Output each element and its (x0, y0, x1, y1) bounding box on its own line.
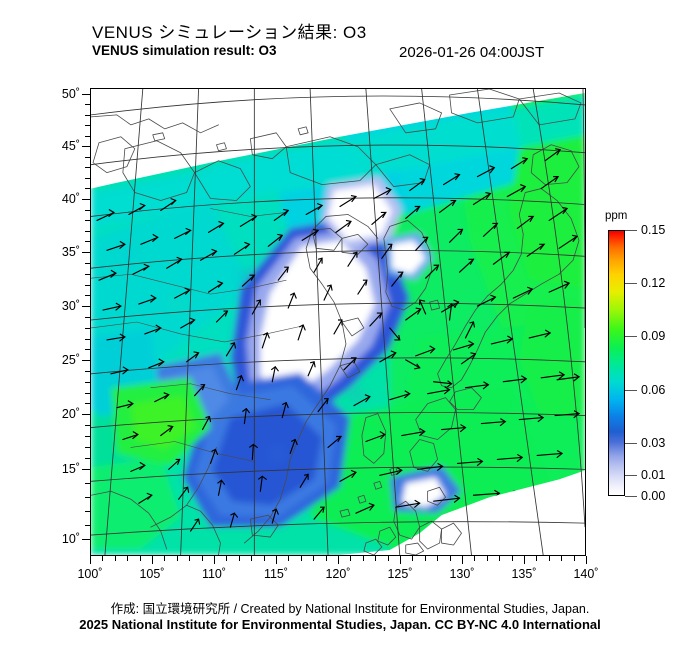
page-title-english: VENUS simulation result: O3 (92, 43, 277, 58)
lon-minor-tick (450, 556, 452, 561)
lon-minor-tick (264, 556, 266, 561)
map-canvas (91, 89, 585, 555)
lon-minor-tick (115, 556, 117, 561)
lon-minor-tick (388, 556, 390, 561)
lon-minor-tick (164, 556, 166, 561)
lon-minor-tick (375, 556, 377, 561)
lon-label-120: 120˚ (325, 567, 351, 581)
lat-tick-30 (82, 306, 90, 308)
colorbar-label-006: 0.06 (641, 383, 666, 397)
lon-label-130: 130˚ (449, 567, 475, 581)
lat-label-15: 15˚ (61, 461, 80, 476)
page-title-japanese: VENUS シミュレーション結果: O3 (92, 23, 367, 42)
credit-line-japanese: 作成: 国立環境研究所 / Created by National Instit… (110, 602, 590, 616)
colorbar-unit-label: ppm (605, 210, 628, 222)
lon-minor-tick (313, 556, 315, 561)
lat-label-30: 30˚ (61, 298, 80, 313)
lon-tick-100 (90, 556, 92, 564)
lon-tick-115 (276, 556, 278, 564)
lon-minor-tick (251, 556, 253, 561)
colorbar-label-015: 0.15 (641, 223, 666, 237)
lon-minor-tick (350, 556, 352, 561)
colorbar-tick-003 (625, 443, 637, 445)
lat-tick-50 (82, 94, 90, 96)
lat-label-10: 10˚ (61, 531, 80, 546)
lat-label-35: 35˚ (61, 244, 80, 259)
colorbar-tick-015 (625, 230, 637, 232)
lon-minor-tick (127, 556, 129, 561)
lon-minor-tick (425, 556, 427, 561)
lon-minor-tick (512, 556, 514, 561)
ozone-concentration-field (91, 92, 585, 555)
colorbar-tick-006 (625, 390, 637, 392)
lat-tick-25 (82, 360, 90, 362)
colorbar-gradient (608, 230, 625, 496)
colorbar-label-003: 0.03 (641, 436, 666, 450)
lon-minor-tick (363, 556, 365, 561)
lon-minor-tick (189, 556, 191, 561)
lon-minor-tick (412, 556, 414, 561)
lon-tick-110 (214, 556, 216, 564)
lon-minor-tick (499, 556, 501, 561)
lon-minor-tick (288, 556, 290, 561)
timestamp-label: 2026-01-26 04:00JST (399, 44, 545, 61)
lon-label-115: 115˚ (263, 567, 289, 581)
lon-minor-tick (487, 556, 489, 561)
colorbar-label-001: 0.01 (641, 468, 666, 482)
lat-tick-20 (82, 414, 90, 416)
colorbar: ppm 0.15 0.12 0.09 0.06 0.03 0.01 0.00 (600, 210, 700, 510)
lon-tick-140 (586, 556, 588, 564)
lat-tick-40 (82, 199, 90, 201)
lon-minor-tick (561, 556, 563, 561)
lat-tick-35 (82, 252, 90, 254)
colorbar-tick-009 (625, 336, 637, 338)
lon-tick-125 (400, 556, 402, 564)
lon-minor-tick (177, 556, 179, 561)
credit-line-license: 2025 National Institute for Environmenta… (79, 617, 601, 632)
colorbar-label-000: 0.00 (641, 489, 666, 503)
lon-tick-120 (338, 556, 340, 564)
lon-minor-tick (574, 556, 576, 561)
wind-vector-layer (96, 148, 581, 532)
lon-minor-tick (140, 556, 142, 561)
colorbar-label-009: 0.09 (641, 329, 666, 343)
lat-label-25: 25˚ (61, 352, 80, 367)
lat-tick-10 (82, 539, 90, 541)
lon-label-110: 110˚ (201, 567, 227, 581)
lon-minor-tick (549, 556, 551, 561)
lat-label-20: 20˚ (61, 406, 80, 421)
lon-minor-tick (326, 556, 328, 561)
lon-minor-tick (301, 556, 303, 561)
lat-tick-15 (82, 469, 90, 471)
lon-label-140: 140˚ (573, 567, 599, 581)
lat-label-50: 50˚ (61, 86, 80, 101)
map-plot-area (90, 88, 586, 556)
lon-minor-tick (474, 556, 476, 561)
lon-label-100: 100˚ (77, 567, 103, 581)
field-pixel-texture (120, 208, 524, 522)
lon-label-135: 135˚ (511, 567, 537, 581)
colorbar-tick-012 (625, 283, 637, 285)
lon-tick-135 (524, 556, 526, 564)
lon-minor-tick (226, 556, 228, 561)
lat-label-45: 45˚ (61, 138, 80, 153)
lon-label-125: 125˚ (387, 567, 413, 581)
lon-label-105: 105˚ (139, 567, 165, 581)
lon-minor-tick (102, 556, 104, 561)
colorbar-label-012: 0.12 (641, 276, 666, 290)
colorbar-tick-000 (625, 496, 637, 498)
lon-minor-tick (239, 556, 241, 561)
lat-tick-45 (82, 146, 90, 148)
colorbar-tick-001 (625, 475, 637, 477)
coastline-layer (91, 89, 582, 555)
lat-label-40: 40˚ (61, 191, 80, 206)
lon-minor-tick (202, 556, 204, 561)
lon-minor-tick (437, 556, 439, 561)
lon-tick-130 (462, 556, 464, 564)
lon-tick-105 (152, 556, 154, 564)
lon-minor-tick (536, 556, 538, 561)
